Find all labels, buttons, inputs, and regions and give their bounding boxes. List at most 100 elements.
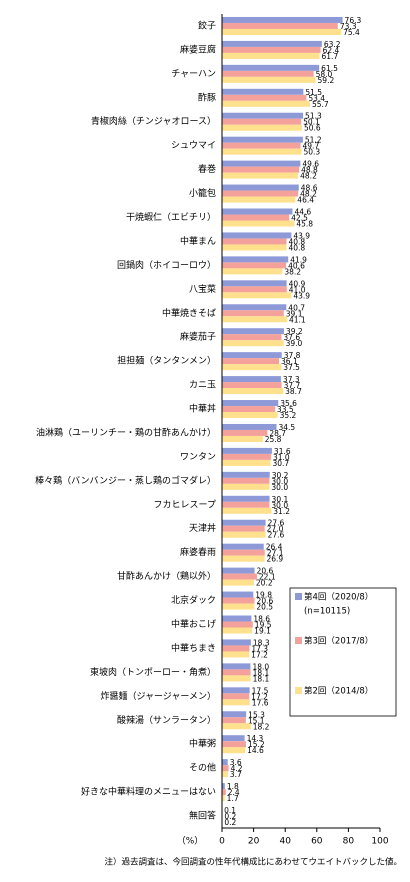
category-label: 青椒肉絲（チンジャオロース） <box>91 115 216 127</box>
category-label: 餃子 <box>198 19 216 31</box>
value-label: 39.0 <box>286 339 303 348</box>
bar <box>222 16 343 23</box>
legend-label: 第2回（2014/8） <box>304 686 373 697</box>
value-label: 73.3 <box>340 22 357 31</box>
value-label: 28.7 <box>269 429 286 438</box>
category-label: 中華ちまき <box>171 642 216 654</box>
value-label: 33.5 <box>277 405 294 414</box>
x-tick-label: 100 <box>371 837 388 847</box>
value-label: 59.2 <box>318 76 335 85</box>
value-label: 27.6 <box>268 531 285 540</box>
value-label: 17.2 <box>251 692 268 701</box>
bar <box>222 148 302 155</box>
value-label: 4.2 <box>231 764 243 773</box>
category-label: 天津丼 <box>189 522 216 534</box>
bar <box>222 388 284 395</box>
value-label: 50.3 <box>303 148 320 157</box>
value-label: 31.6 <box>274 447 291 456</box>
value-label: 2.4 <box>228 788 240 797</box>
category-label: 油淋鶏（ユーリンチー・鶏の甘酢あんかけ） <box>36 426 216 438</box>
category-label: 麻婆豆腐 <box>180 43 216 55</box>
bar <box>222 675 251 682</box>
legend-label: 第3回（2017/8） <box>304 636 373 647</box>
bar <box>222 483 270 490</box>
value-label: 63.2 <box>324 40 341 49</box>
value-label: 55.7 <box>312 100 329 109</box>
bar <box>222 627 253 634</box>
category-label: ワンタン <box>180 451 216 462</box>
bar <box>222 741 247 748</box>
value-label: 75.4 <box>343 28 360 37</box>
value-label: 37.3 <box>283 375 300 384</box>
bar <box>222 310 284 317</box>
bar <box>222 22 338 29</box>
category-label: 中華丼 <box>189 403 216 415</box>
bar <box>222 615 252 622</box>
bar <box>222 645 250 652</box>
bar <box>222 621 253 628</box>
bar <box>222 256 289 263</box>
bar <box>222 118 302 125</box>
bar <box>222 304 287 311</box>
value-label: 37.5 <box>283 363 300 372</box>
value-label: 26.4 <box>266 543 283 552</box>
legend-box <box>289 587 397 717</box>
bar <box>222 567 255 574</box>
value-label: 18.1 <box>253 674 270 683</box>
category-label: 八宝菜 <box>189 283 216 295</box>
x-axis-label: （%） <box>177 836 204 847</box>
legend-swatch <box>295 637 302 644</box>
value-label: 40.7 <box>288 303 305 312</box>
bar <box>222 172 299 179</box>
value-label: 18.2 <box>253 722 270 731</box>
value-label: 45.8 <box>296 220 313 229</box>
value-label: 18.1 <box>253 668 270 677</box>
value-label: 20.6 <box>257 597 274 606</box>
bar <box>222 262 287 269</box>
category-label: 無回答 <box>189 810 216 822</box>
value-label: 49.6 <box>302 160 319 169</box>
value-label: 19.1 <box>254 627 271 636</box>
category-label: 麻婆春雨 <box>180 546 216 558</box>
bar <box>222 76 316 83</box>
bar <box>222 400 279 407</box>
bar <box>222 46 321 53</box>
value-label: 0.1 <box>224 806 236 815</box>
bar <box>222 759 228 766</box>
value-label: 61.5 <box>321 64 338 73</box>
bar <box>222 495 270 502</box>
bar <box>222 651 250 658</box>
category-label: フカヒレスープ <box>154 499 216 510</box>
bar <box>222 412 278 419</box>
value-label: 62.4 <box>323 46 340 55</box>
bar <box>222 208 293 215</box>
bar <box>222 52 320 59</box>
value-label: 48.2 <box>300 190 317 199</box>
value-label: 20.2 <box>256 579 273 588</box>
value-label: 30.7 <box>273 459 290 468</box>
category-label: 好きな中華料理のメニューはない <box>81 786 216 798</box>
category-label: 中華粥 <box>189 738 216 750</box>
value-label: 0.2 <box>224 818 236 827</box>
bar <box>222 663 251 670</box>
x-tick-label: 60 <box>311 837 323 847</box>
value-label: 36.1 <box>281 357 298 366</box>
category-label: チャーハン <box>171 68 216 79</box>
value-label: 31.2 <box>273 507 290 516</box>
bar <box>222 501 270 508</box>
bar <box>222 771 228 778</box>
value-label: 15.3 <box>248 710 265 719</box>
value-label: 17.2 <box>251 650 268 659</box>
bar <box>222 603 255 610</box>
value-label: 53.4 <box>308 94 325 103</box>
bar <box>222 40 322 47</box>
bar <box>222 693 250 700</box>
value-label: 42.5 <box>291 214 308 223</box>
bar <box>222 268 283 275</box>
category-label: 中華おこげ <box>171 618 216 630</box>
value-label: 48.6 <box>301 184 318 193</box>
bar <box>222 573 257 580</box>
value-label: 51.3 <box>305 112 322 121</box>
bar <box>222 543 264 550</box>
bar <box>222 142 301 149</box>
